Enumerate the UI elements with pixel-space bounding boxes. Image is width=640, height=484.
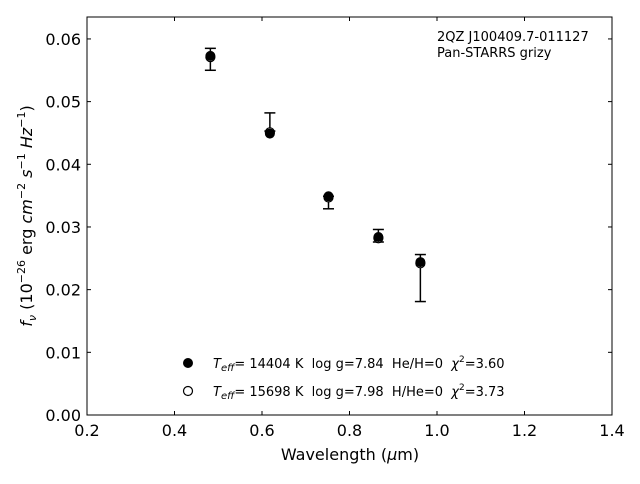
model-point-filled — [264, 128, 275, 139]
plot-frame — [86, 16, 613, 416]
model-point-filled — [205, 50, 216, 61]
y-tick-label: 0.02 — [45, 281, 81, 300]
legend-marker-open — [182, 385, 194, 397]
model-point-filled — [415, 257, 426, 268]
y-tick-label: 0.01 — [45, 343, 81, 362]
axis-ticks: 0.2 0.4 0.6 0.8 1.0 1.2 1.4 0.00 0.01 0.02 0.03 0.0… — [45, 17, 625, 440]
annotation-object: 2QZ J100409.7-011127 — [437, 30, 589, 45]
y-tick-label: 0.05 — [45, 93, 81, 112]
x-tick-label: 0.6 — [249, 421, 274, 440]
x-tick-label: 1.4 — [599, 421, 624, 440]
y-tick-label: 0.00 — [45, 406, 81, 425]
annotation-survey: Pan-STARRS grizy — [437, 46, 552, 61]
x-axis-title: Wavelength (μm) — [281, 445, 419, 464]
legend-label-2: Teff= 15698 K log g=7.98 H/He=0 χ2=3.73 — [213, 383, 505, 402]
data-markers — [205, 50, 426, 269]
error-bars — [204, 47, 426, 303]
legend-label-1: Teff= 14404 K log g=7.84 He/H=0 χ2=3.60 — [213, 355, 505, 374]
legend: Teff= 14404 K log g=7.84 He/H=0 χ2=3.60 … — [182, 355, 505, 402]
x-tick-label: 0.4 — [162, 421, 187, 440]
model-point-filled — [323, 191, 334, 202]
x-tick-label: 0.8 — [337, 421, 362, 440]
x-tick-label: 1.0 — [424, 421, 449, 440]
y-axis-title: fν (10−26 erg cm−2 s−1 Hz−1) — [15, 105, 39, 326]
y-tick-label: 0.04 — [45, 155, 81, 174]
model-point-filled — [373, 231, 384, 242]
y-tick-label: 0.06 — [45, 30, 81, 49]
x-tick-label: 1.2 — [512, 421, 537, 440]
x-tick-label: 0.2 — [74, 421, 99, 440]
y-tick-label: 0.03 — [45, 218, 81, 237]
legend-marker-filled — [183, 358, 193, 368]
